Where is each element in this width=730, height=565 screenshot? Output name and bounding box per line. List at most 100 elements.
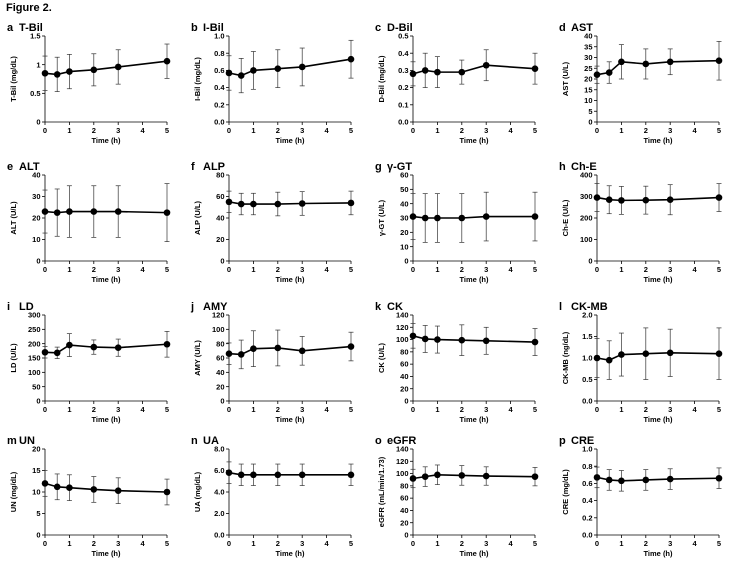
panel-name: AMY: [203, 301, 228, 313]
x-tick-label: 2: [644, 539, 648, 548]
data-point: [458, 68, 466, 76]
y-tick-label: 0.2: [582, 513, 592, 522]
x-tick-label: 4: [141, 126, 146, 135]
y-axis-title: ALP (U/L): [193, 200, 202, 235]
data-point: [605, 69, 613, 76]
x-tick-label: 0: [227, 265, 231, 274]
data-point: [274, 344, 282, 352]
y-tick-label: 200: [28, 339, 41, 348]
data-point: [237, 351, 245, 358]
y-tick-label: 1.0: [582, 354, 592, 363]
data-point: [531, 473, 539, 480]
data-point: [237, 471, 245, 479]
y-axis-title: CK (U/L): [377, 343, 386, 373]
data-point: [531, 338, 539, 346]
y-axis-title: Ch-E (U/L): [561, 199, 570, 236]
x-tick-label: 5: [165, 539, 169, 548]
x-tick-label: 3: [300, 539, 304, 548]
x-tick-label: 3: [300, 126, 304, 135]
x-axis-title: Time (h): [643, 275, 673, 284]
data-point: [482, 472, 490, 480]
y-tick-label: 20: [32, 214, 40, 223]
x-tick-label: 1: [619, 539, 623, 548]
y-tick-label: 0.4: [582, 496, 593, 505]
panel-name: ALT: [19, 161, 40, 173]
x-axis-title: Time (h): [275, 549, 305, 558]
y-tick-label: 2.0: [214, 509, 224, 518]
x-tick-label: 0: [411, 539, 415, 548]
x-tick-label: 1: [619, 265, 623, 274]
data-point: [434, 471, 441, 479]
x-tick-label: 1: [435, 126, 439, 135]
data-point: [53, 209, 61, 216]
x-tick-label: 4: [509, 539, 514, 548]
panel-e: e ALT 0 10 20 30 40 0 1 2 3 4 5 Time (h) ALT (U/L): [7, 161, 171, 284]
y-tick-label: 100: [396, 469, 409, 478]
panel-letter: m: [7, 435, 17, 447]
y-tick-label: 0: [36, 531, 40, 540]
y-tick-label: 0.1: [398, 100, 408, 109]
y-tick-label: 5: [588, 107, 592, 116]
data-point: [225, 69, 233, 77]
panel-letter: f: [191, 161, 195, 173]
x-tick-label: 1: [251, 539, 255, 548]
y-axis-title: CK-MB (ng/dL): [561, 331, 570, 384]
x-axis-title: Time (h): [459, 136, 489, 145]
data-point: [250, 345, 257, 352]
y-tick-label: 0.2: [398, 83, 408, 92]
y-tick-label: 20: [400, 384, 408, 393]
series-line: [596, 196, 720, 202]
data-point: [298, 471, 306, 479]
series-line: [412, 64, 536, 75]
y-tick-label: 80: [216, 339, 224, 348]
y-tick-label: 100: [580, 235, 593, 244]
data-point: [409, 213, 417, 220]
series-line: [44, 60, 168, 76]
x-tick-label: 3: [484, 265, 488, 274]
y-axis-title: AST (U/L): [561, 61, 570, 96]
x-tick-label: 5: [533, 265, 537, 274]
y-tick-label: 200: [580, 214, 593, 223]
series-line: [412, 335, 536, 343]
x-tick-label: 5: [717, 265, 721, 274]
x-tick-label: 1: [251, 126, 255, 135]
panel-o: o eGFR 0 20 40 60 80 100 120 140 0 1 2 3 4 5 Time (h) eGF…: [375, 435, 539, 558]
data-point: [66, 484, 73, 492]
y-tick-label: 1.5: [30, 32, 40, 41]
data-point: [163, 209, 171, 216]
x-tick-label: 5: [349, 126, 353, 135]
x-tick-label: 4: [693, 539, 698, 548]
y-tick-label: 40: [584, 32, 592, 41]
panel-letter: g: [375, 161, 382, 173]
x-tick-label: 0: [411, 405, 415, 414]
y-tick-label: 60: [216, 192, 224, 201]
x-axis-title: Time (h): [643, 415, 673, 424]
y-tick-label: 0.0: [398, 118, 408, 127]
panel-name: CK: [387, 301, 403, 313]
data-point: [618, 477, 625, 485]
data-point: [409, 475, 417, 482]
x-tick-label: 2: [92, 265, 96, 274]
y-tick-label: 0: [404, 531, 408, 540]
y-axis-title: eGFR (mL/min/1.73): [377, 456, 386, 527]
panel-letter: d: [559, 22, 566, 34]
y-tick-label: 0: [588, 257, 592, 266]
y-tick-label: 140: [396, 311, 409, 320]
series-line: [44, 210, 168, 214]
data-point: [53, 349, 61, 357]
x-axis-title: Time (h): [91, 549, 121, 558]
y-tick-label: 0.0: [582, 397, 592, 406]
x-axis-title: Time (h): [275, 275, 305, 284]
y-tick-label: 40: [400, 506, 408, 515]
data-point: [41, 208, 49, 215]
x-tick-label: 0: [43, 405, 47, 414]
x-tick-label: 5: [349, 265, 353, 274]
x-tick-label: 0: [595, 265, 599, 274]
panel-n: n UA 0.0 2.0 4.0 6.0 8.0 0 1 2 3 4 5 Time (h) UA (mg/d…: [191, 435, 355, 558]
y-tick-label: 5: [36, 509, 40, 518]
panel-i: i LD 0 50 100 150 200 250 300 0 1 2 3 4 5 Time (h) LD (U…: [7, 301, 171, 424]
data-point: [666, 58, 674, 66]
data-point: [41, 480, 49, 487]
x-tick-label: 5: [717, 126, 721, 135]
x-tick-label: 0: [227, 539, 231, 548]
